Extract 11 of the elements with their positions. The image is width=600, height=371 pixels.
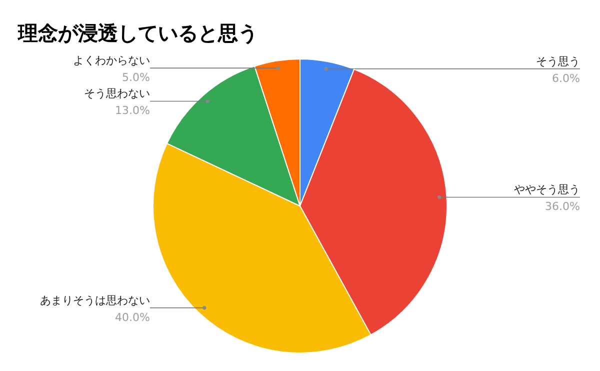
slice-label: そう思う bbox=[536, 54, 580, 68]
slice-label: あまりそうは思わない bbox=[40, 294, 150, 307]
chart-title: 理念が浸透していると思う bbox=[17, 21, 258, 45]
slice-label: そう思わない bbox=[84, 87, 150, 100]
slice-label: よくわからない bbox=[73, 54, 150, 68]
data-label: 13.0% bbox=[115, 104, 150, 118]
data-label: 40.0% bbox=[115, 310, 150, 324]
data-label: 5.0% bbox=[122, 71, 150, 84]
slice-label: ややそう思う bbox=[514, 183, 580, 196]
data-label: 36.0% bbox=[545, 200, 580, 214]
data-label: 6.0% bbox=[552, 72, 580, 85]
